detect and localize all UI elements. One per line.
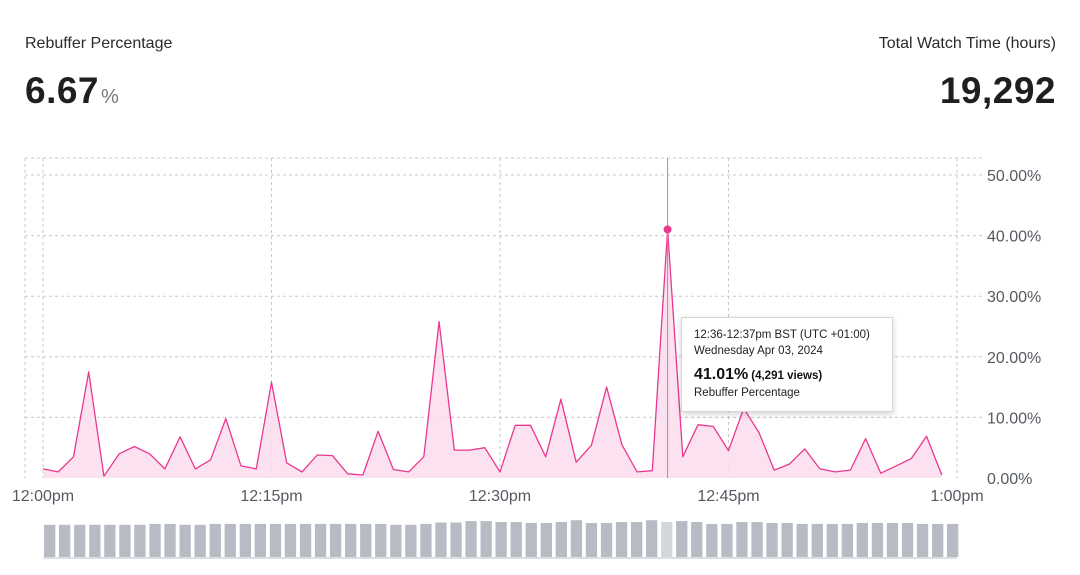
views-bar (947, 523, 959, 557)
views-bar (104, 524, 116, 557)
tooltip-metric: Rebuffer Percentage (694, 387, 800, 399)
views-bar (179, 524, 191, 557)
views-bar (224, 523, 236, 557)
tooltip-value: 41.01% (694, 366, 749, 383)
views-bar (390, 524, 402, 557)
y-tick-label: 10.00% (987, 410, 1041, 427)
views-bar (721, 523, 733, 557)
x-tick-label: 12:00pm (12, 488, 74, 505)
views-bar (435, 522, 447, 557)
y-tick-label: 30.00% (987, 289, 1041, 306)
views-bar (59, 524, 71, 557)
x-tick-label: 1:00pm (930, 488, 983, 505)
rebuffer-percentage-value: 6.67% (25, 70, 119, 112)
highlight-point (663, 225, 672, 234)
views-bar (856, 523, 868, 557)
views-bar (691, 522, 703, 557)
views-bar (916, 523, 929, 557)
views-bar (585, 523, 598, 557)
views-bar (901, 523, 914, 557)
tooltip-value-row: 41.01% (4,291 views) (694, 366, 880, 385)
views-bar (239, 523, 251, 557)
views-bar (450, 522, 462, 557)
views-bar (600, 523, 613, 557)
views-bar (194, 524, 206, 557)
views-bar (841, 523, 853, 557)
views-bar (284, 523, 297, 557)
views-bar (465, 521, 477, 557)
views-bar (540, 523, 552, 557)
x-tick-label: 12:15pm (240, 488, 302, 505)
y-tick-label: 40.00% (987, 229, 1041, 246)
total-watch-time-value: 19,292 (939, 70, 1056, 111)
tooltip-time: 12:36-12:37pm BST (UTC +01:00) (694, 329, 870, 341)
views-bar (811, 523, 823, 557)
views-bar (706, 523, 718, 557)
views-bar (525, 523, 537, 557)
views-bar (209, 523, 221, 557)
views-bar (314, 523, 327, 557)
views-bar (360, 523, 372, 557)
views-bar (495, 522, 507, 557)
views-bar (89, 524, 101, 557)
views-bar (796, 523, 808, 557)
views-bar (751, 522, 763, 557)
x-tick-label: 12:45pm (697, 488, 759, 505)
views-bar (420, 523, 432, 557)
views-bar (871, 523, 884, 557)
views-bar (375, 523, 387, 557)
views-bar (615, 522, 628, 557)
views-bar (886, 523, 899, 557)
y-tick-label: 20.00% (987, 350, 1041, 367)
views-bar (345, 523, 357, 557)
views-bar (932, 523, 944, 557)
views-bar (269, 523, 282, 557)
y-tick-label: 50.00% (987, 168, 1041, 185)
views-bar (510, 522, 522, 557)
x-tick-label: 12:30pm (469, 488, 531, 505)
tooltip-views: (4,291 views) (751, 370, 823, 382)
views-bar (736, 522, 748, 557)
series-line (42, 228, 943, 477)
total-watch-time-label: Total Watch Time (hours) (878, 35, 1056, 52)
views-bar (631, 522, 643, 557)
views-bar (44, 524, 56, 557)
views-bar (299, 523, 312, 557)
chart-tooltip: 12:36-12:37pm BST (UTC +01:00) Wednesday… (681, 317, 893, 412)
views-bar (676, 521, 688, 557)
rebuffer-percentage-label: Rebuffer Percentage (25, 35, 173, 52)
y-tick-label: 0.00% (987, 471, 1032, 488)
views-bar (661, 522, 673, 557)
series-area (43, 229, 942, 478)
views-bar (781, 523, 793, 557)
views-bar (134, 524, 146, 557)
views-bar (480, 521, 492, 557)
views-bar (555, 522, 567, 557)
views-bar (149, 523, 161, 557)
views-bar (254, 523, 266, 557)
tooltip-date: Wednesday Apr 03, 2024 (694, 345, 823, 357)
views-bar (74, 524, 86, 557)
views-bar (766, 523, 778, 557)
views-bar (329, 523, 342, 557)
views-bar (164, 523, 176, 557)
percent-unit: % (101, 86, 120, 108)
rebuffer-percentage-number: 6.67 (25, 70, 100, 111)
views-bar (646, 520, 658, 557)
views-bar (570, 520, 583, 557)
views-bar (119, 524, 131, 557)
views-bar (405, 524, 417, 557)
views-bar (826, 523, 838, 557)
